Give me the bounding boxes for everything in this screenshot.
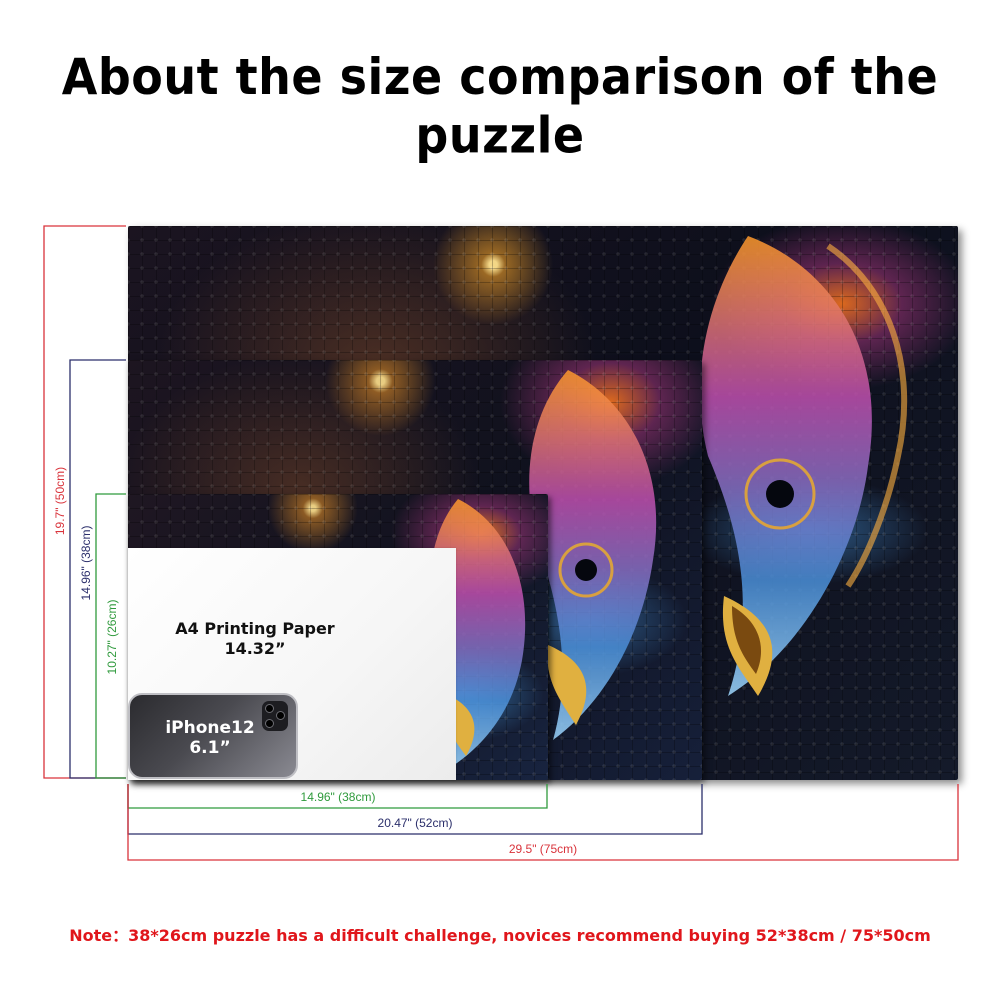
camera-icon [262, 701, 288, 731]
iphone12-name: iPhone12 [165, 718, 255, 738]
a4-paper-label: A4 Printing Paper 14.32” [170, 619, 340, 659]
page-title: About the size comparison of the puzzle [61, 47, 939, 165]
iphone12-label: iPhone12 6.1” [150, 718, 270, 758]
large-height-label: 19.7" (50cm) [53, 451, 67, 551]
iphone12-size: 6.1” [189, 738, 231, 758]
medium-height-label: 14.96" (38cm) [79, 513, 93, 613]
a4-paper-name: A4 Printing Paper [175, 619, 335, 638]
a4-paper-size: 14.32” [224, 639, 286, 658]
small-width-label: 14.96" (38cm) [300, 790, 376, 804]
iphone12-image [128, 693, 298, 779]
small-height-label: 10.27" (26cm) [105, 587, 119, 687]
note-text: Note：38*26cm puzzle has a difficult chal… [69, 926, 931, 945]
medium-width-label: 20.47" (52cm) [377, 816, 453, 830]
large-width-label: 29.5" (75cm) [508, 842, 578, 856]
